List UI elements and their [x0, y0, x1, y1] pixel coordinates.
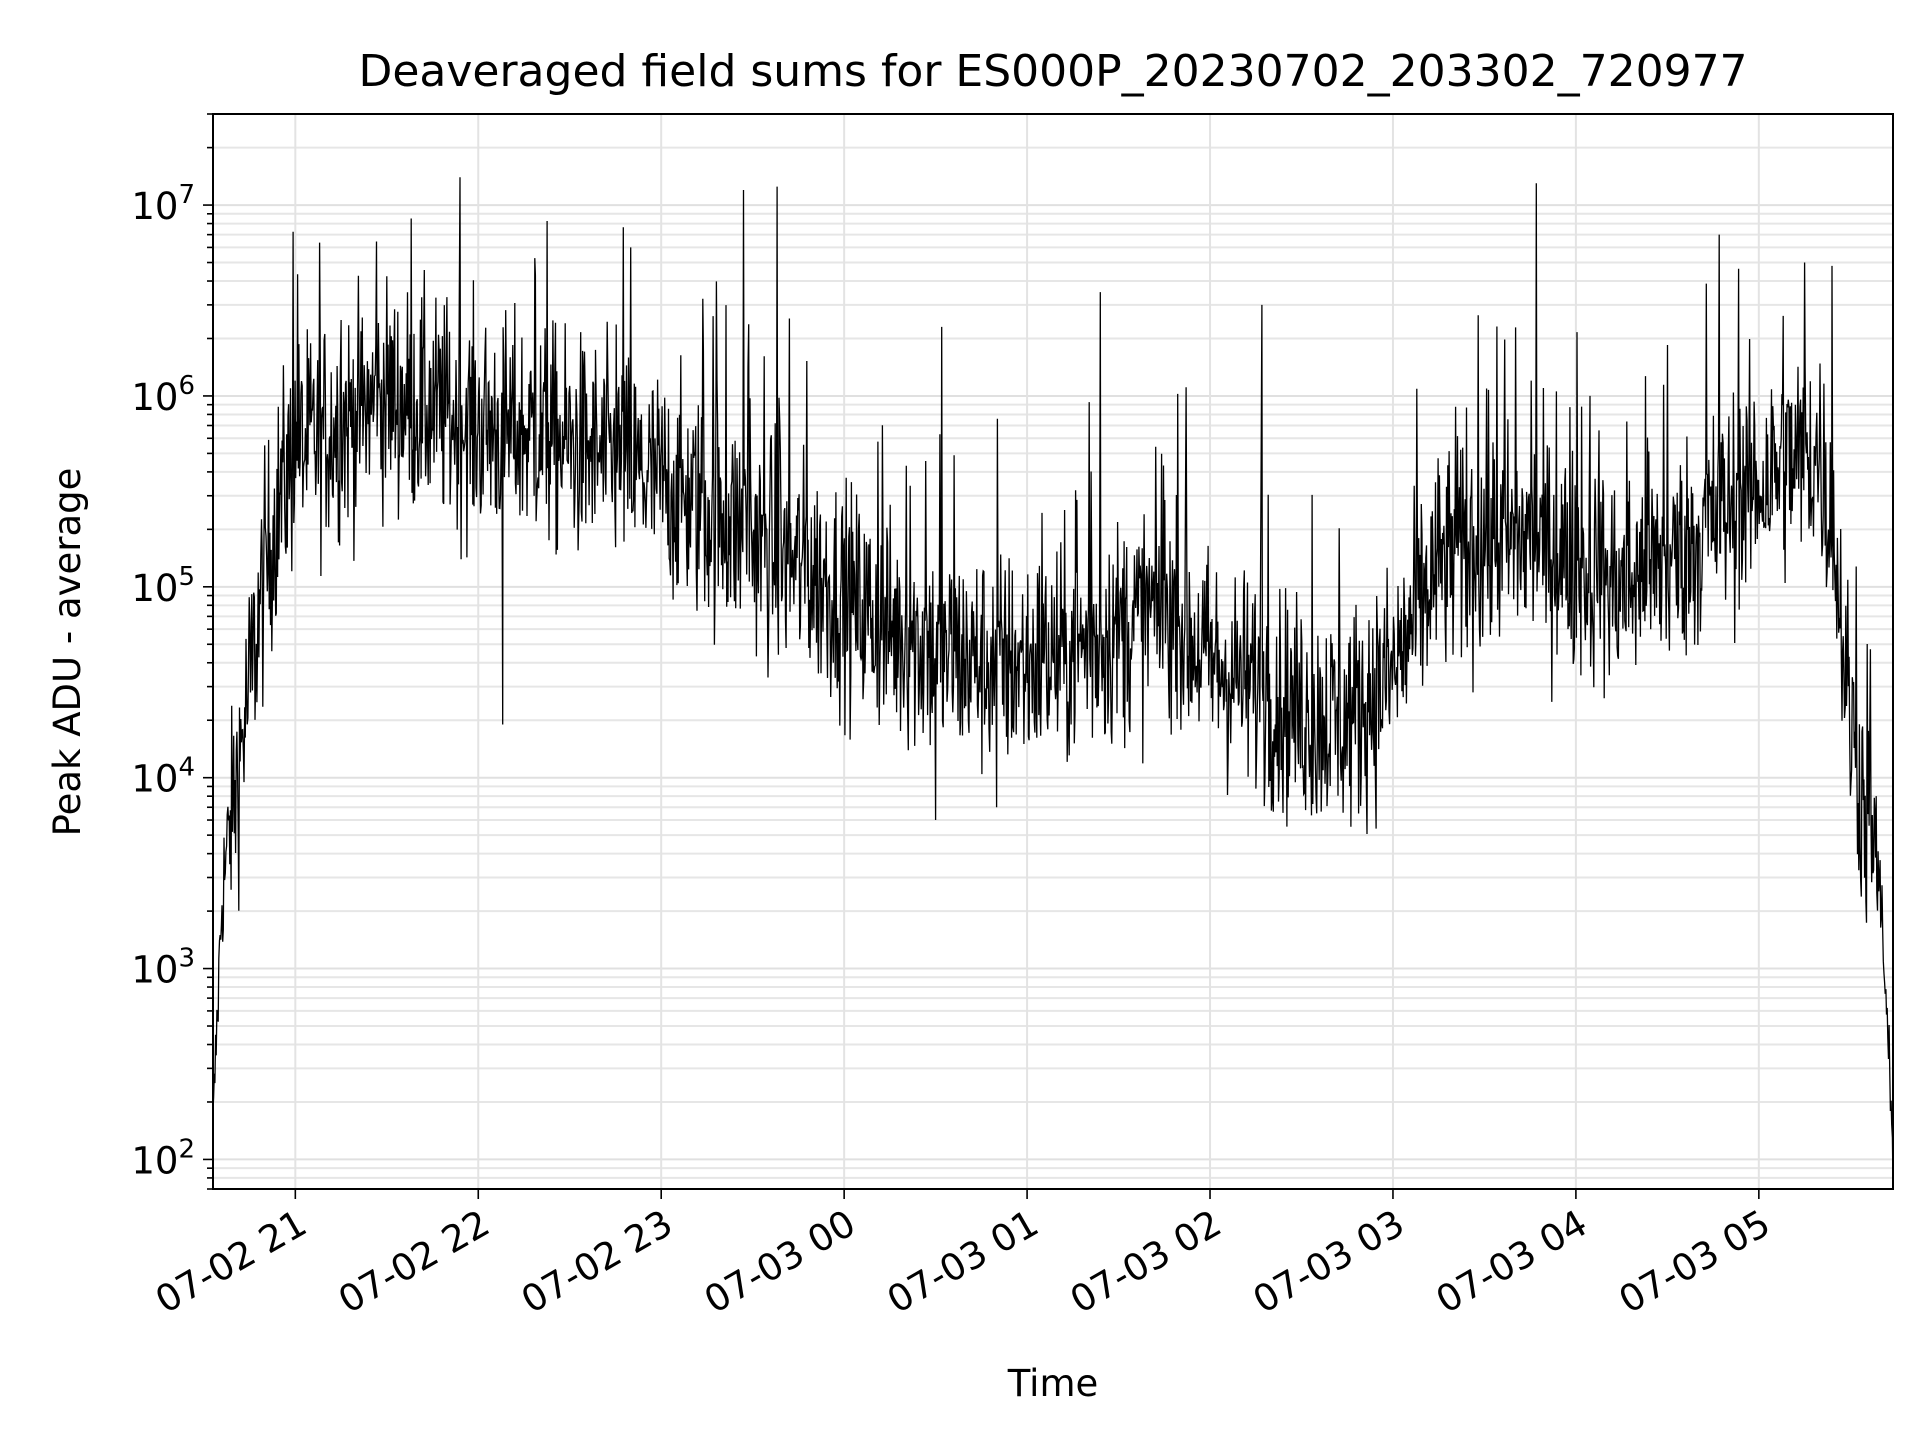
y-tick-label: 103 [131, 944, 195, 992]
y-tick-label: 106 [131, 371, 195, 419]
plot-area-frame [212, 113, 1894, 1190]
y-tick-label: 104 [131, 753, 195, 801]
series-line [213, 177, 1893, 1188]
chart-title: Deaveraged field sums for ES000P_2023070… [358, 46, 1747, 97]
y-tick-label: 102 [131, 1134, 195, 1182]
data-series [213, 177, 1893, 1188]
y-tick-label: 105 [131, 562, 195, 610]
y-axis: 102 103 104 105 106 107 [131, 113, 213, 1190]
x-axis-label: Time [1007, 1362, 1099, 1405]
y-tick-label: 107 [131, 180, 195, 228]
grid-lines [213, 113, 1893, 1190]
y-axis-label: Peak ADU - average [46, 468, 89, 837]
